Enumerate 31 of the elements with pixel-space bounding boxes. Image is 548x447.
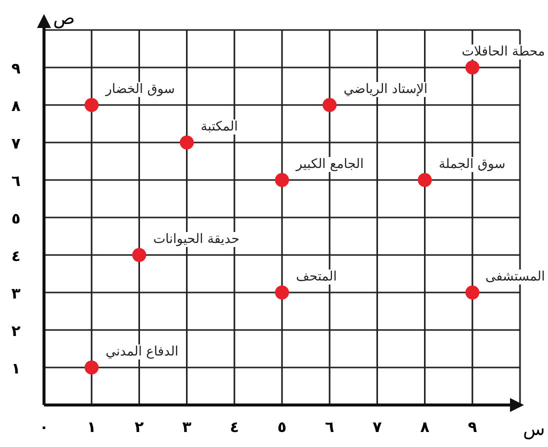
x-tick-label: ٦ <box>325 418 334 436</box>
x-tick-label: ٧ <box>372 418 382 436</box>
annotation: الجامع الكبير <box>295 157 364 172</box>
annotation: الدفاع المدني <box>106 344 178 360</box>
y-axis-title: ص <box>53 8 75 29</box>
y-tick-label: ٤ <box>11 247 21 265</box>
x-tick-label: ٨ <box>420 418 430 436</box>
y-tick-label: ٣ <box>11 284 21 302</box>
x-tick-label: ١ <box>87 418 96 436</box>
y-tick-label: ٩ <box>11 60 21 78</box>
annotation: الإستاد الرياضي <box>344 82 428 97</box>
annotation: سوق الجملة <box>438 157 506 172</box>
x-tick-label: ٥ <box>277 418 287 436</box>
annotation: محطة الحافلات <box>462 44 545 60</box>
annotation: حديقة الحيوانات <box>153 232 240 247</box>
annotation: المكتبة <box>200 120 238 134</box>
y-tick-label: ٢ <box>11 322 21 340</box>
y-tick-label: ٨ <box>11 97 21 115</box>
x-axis-title: س <box>523 419 545 440</box>
annotation: المستشفى <box>485 270 545 284</box>
y-tick-label: ١ <box>11 360 21 378</box>
annotation: المتحف <box>296 270 337 284</box>
y-tick-label: ٧ <box>11 134 21 152</box>
y-tick-label: ٦ <box>11 172 21 190</box>
x-tick-label: ٩ <box>468 418 477 436</box>
x-tick-label: ٢ <box>134 418 144 436</box>
x-tick-label: ٤ <box>230 418 239 436</box>
x-tick-label: ٣ <box>182 418 192 436</box>
y-tick-label: ٥ <box>11 210 21 228</box>
annotation: سوق الخضار <box>104 82 175 97</box>
x-tick-label: ٠ <box>39 418 49 436</box>
